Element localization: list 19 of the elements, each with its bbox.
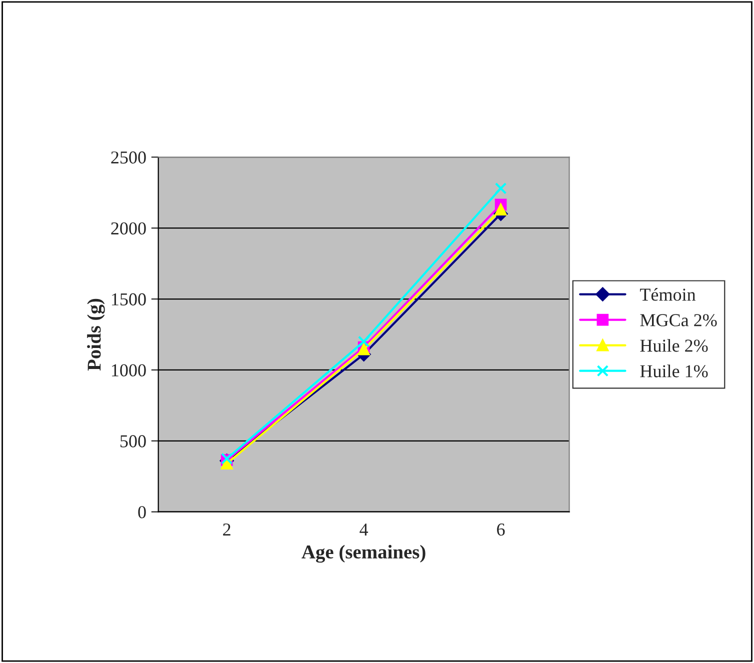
point <box>358 336 370 348</box>
x-tick-label: 4 <box>360 524 368 536</box>
legend-label: Huile 2% <box>640 339 708 352</box>
y-tick-label: 2000 <box>111 222 146 235</box>
y-tick-label: 2500 <box>111 151 146 164</box>
x-tick-label: 2 <box>223 524 230 536</box>
x-tick-label: 6 <box>497 524 505 536</box>
legend-label: Témoin <box>640 288 696 301</box>
legend-label: Huile 1% <box>640 364 708 378</box>
point <box>220 458 233 470</box>
point <box>494 182 507 194</box>
legend-label: MGCa 2% <box>640 314 717 326</box>
y-axis-title: Poids (g) <box>87 298 105 371</box>
y-tick-label: 500 <box>120 435 146 448</box>
x-axis-title: Age (semaines) <box>302 544 426 563</box>
y-tick-label: 1500 <box>112 293 146 306</box>
y-tick-label: 0 <box>138 506 146 518</box>
y-tick-label: 1000 <box>112 364 146 376</box>
point <box>494 204 507 216</box>
